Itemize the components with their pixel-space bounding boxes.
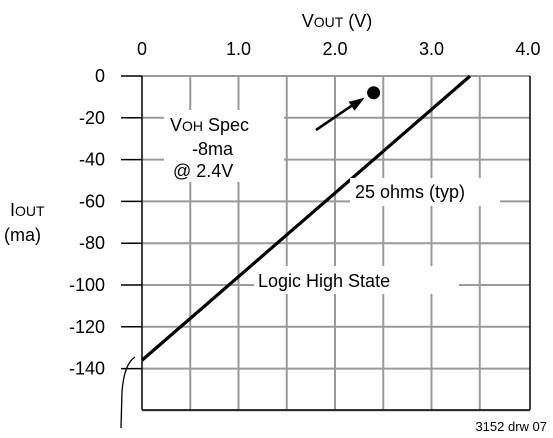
lead-curve <box>120 356 136 429</box>
x-tick-label: 0 <box>137 39 147 59</box>
x-axis-title-unit: (V) <box>343 11 372 31</box>
y-axis-title-sub: OUT <box>15 203 45 219</box>
y-tick-label: -40 <box>79 150 105 170</box>
x-axis-title: VOUT (V) <box>302 11 373 31</box>
x-tick-label: 4.0 <box>515 39 540 59</box>
impedance-label-bg <box>350 178 500 206</box>
voh-spec-rest: Spec <box>203 115 249 135</box>
state-label-bg <box>254 266 459 294</box>
voh-spec-sub: OH <box>182 118 203 134</box>
voh-spec-label: VOH Spec <box>170 115 249 135</box>
series-layer <box>140 74 472 362</box>
state-label: Logic High State <box>258 271 390 291</box>
y-tick-label: -100 <box>69 275 105 295</box>
voh-spec-main: V <box>170 115 182 135</box>
drawing-number: 3152 drw 07 <box>475 419 547 434</box>
y-axis-unit: (ma) <box>4 225 41 245</box>
y-tick-label: -20 <box>79 108 105 128</box>
spec-arrow-shaft <box>315 100 359 132</box>
x-axis-title-sub: OUT <box>314 14 344 30</box>
impedance-label: 25 ohms (typ) <box>355 182 465 202</box>
spec-point-marker <box>367 86 381 100</box>
y-tick-label: -120 <box>69 317 105 337</box>
x-tick-label: 2.0 <box>322 39 347 59</box>
spec-value-label: -8ma <box>192 139 234 159</box>
x-tick-labels: 0 1.0 2.0 3.0 4.0 <box>137 39 541 59</box>
y-tick-label: -140 <box>69 359 105 379</box>
series-line-segment <box>140 74 472 362</box>
y-axis-title-main: I <box>10 200 15 220</box>
spec-voltage-label: @ 2.4V <box>173 161 233 181</box>
y-tick-labels: 0 -20 -40 -60 -80 -100 -120 -140 <box>69 66 105 379</box>
spec-point-group <box>315 86 381 132</box>
y-axis-title: IOUT <box>10 200 45 220</box>
x-tick-label: 3.0 <box>419 39 444 59</box>
y-tick-label: -80 <box>79 233 105 253</box>
spec-arrow-head <box>348 97 365 111</box>
voh-label-bg <box>164 110 284 182</box>
y-tick-label: -60 <box>79 191 105 211</box>
x-tick-label: 1.0 <box>226 39 251 59</box>
y-tick-label: 0 <box>95 66 105 86</box>
x-axis-title-main: V <box>302 11 314 31</box>
